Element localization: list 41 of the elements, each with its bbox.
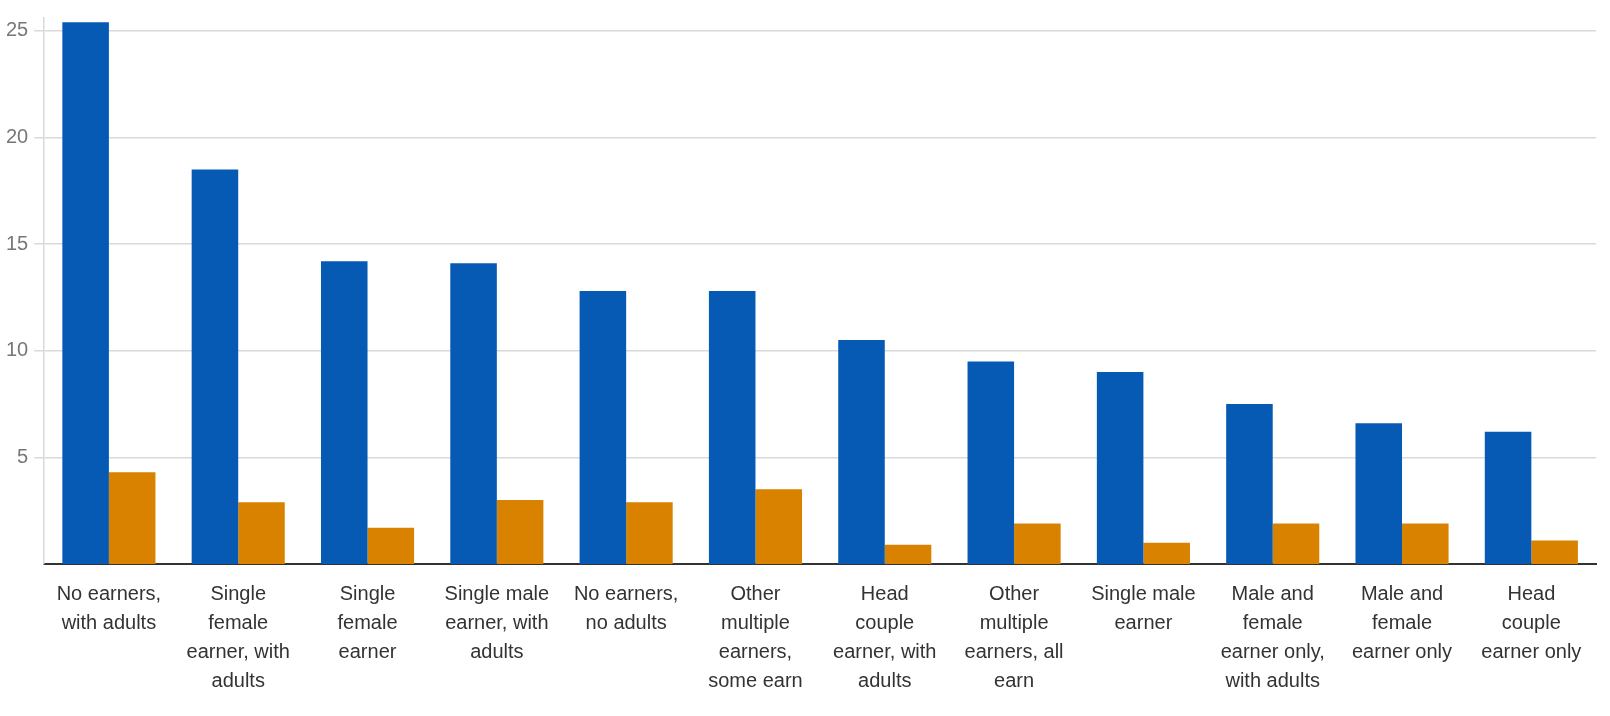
y-tick-label: 5 bbox=[17, 444, 29, 467]
bar bbox=[62, 22, 109, 564]
x-tick-label: No earners, with adults bbox=[56, 582, 162, 634]
x-tick-label: Male and female earner only, with adults bbox=[1220, 582, 1325, 692]
bar bbox=[1272, 523, 1320, 564]
bar bbox=[1484, 431, 1532, 564]
bar bbox=[755, 489, 803, 564]
y-tick-label: 25 bbox=[6, 18, 29, 41]
bar bbox=[1355, 423, 1403, 564]
bar bbox=[496, 500, 544, 564]
bar bbox=[579, 291, 627, 564]
x-tick-label: Single female earner, with adults bbox=[186, 582, 290, 692]
x-tick-label: Single male earner bbox=[1091, 582, 1196, 634]
bar bbox=[626, 502, 673, 564]
bar bbox=[1226, 404, 1273, 564]
x-tick-label: Male and female earner only bbox=[1352, 582, 1453, 663]
x-tick-label: Head couple earner only bbox=[1481, 582, 1582, 663]
x-tick-label: Other multiple earners, some earn bbox=[708, 582, 803, 692]
bar bbox=[884, 544, 932, 564]
bar bbox=[708, 291, 756, 564]
x-tick-label: Single male earner, with adults bbox=[444, 582, 550, 663]
bar bbox=[1096, 372, 1144, 564]
bar bbox=[320, 261, 368, 564]
y-tick-label: 20 bbox=[6, 124, 29, 147]
bar bbox=[108, 472, 156, 564]
bar bbox=[1402, 523, 1449, 564]
bar bbox=[1531, 540, 1578, 564]
x-tick-label: Single female earner bbox=[337, 582, 398, 663]
y-tick-label: 10 bbox=[6, 338, 29, 361]
x-tick-label: Head couple earner, with adults bbox=[833, 582, 937, 692]
bar bbox=[238, 502, 285, 564]
bar bbox=[967, 361, 1015, 564]
bar bbox=[838, 340, 885, 564]
x-tick-label: Other multiple earners, all earn bbox=[964, 582, 1064, 692]
bar bbox=[1143, 542, 1190, 564]
bar bbox=[450, 263, 497, 564]
bar bbox=[367, 527, 415, 564]
bar bbox=[1014, 523, 1061, 564]
bar bbox=[191, 169, 239, 564]
x-tick-label: No earners, no adults bbox=[573, 582, 679, 634]
y-tick-label: 15 bbox=[6, 231, 29, 254]
